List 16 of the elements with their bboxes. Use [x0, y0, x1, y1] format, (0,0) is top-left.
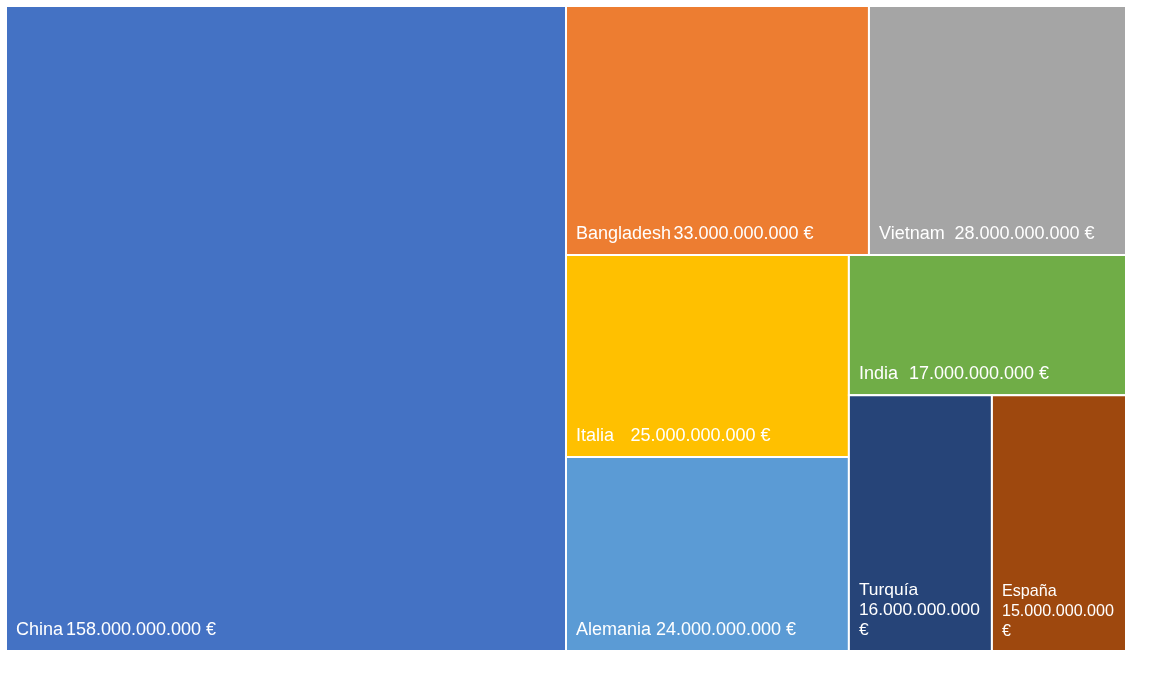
category-label: Turquía [858, 579, 919, 599]
category-label: España [1001, 581, 1057, 599]
data-label: 25.000.000.000 € [630, 425, 771, 446]
category-label: Italia [576, 425, 616, 446]
data-label: 24.000.000.000 € [656, 619, 797, 639]
category-label: Alemania [576, 619, 653, 639]
data-label: 17.000.000.000 € [908, 363, 1049, 384]
data-label: 16.000.000.000 € [858, 599, 980, 639]
data-label: 15.000.000.000 € [1001, 601, 1115, 639]
category-label: India [858, 363, 899, 384]
category-label: Vietnam [878, 223, 945, 244]
data-label: 33.000.000.000 € [673, 223, 814, 244]
data-label: 158.000.000.000 € [66, 619, 217, 639]
category-label: China [16, 619, 65, 639]
data-label: 28.000.000.000 € [954, 223, 1095, 244]
category-label: Bangladesh [576, 223, 672, 244]
